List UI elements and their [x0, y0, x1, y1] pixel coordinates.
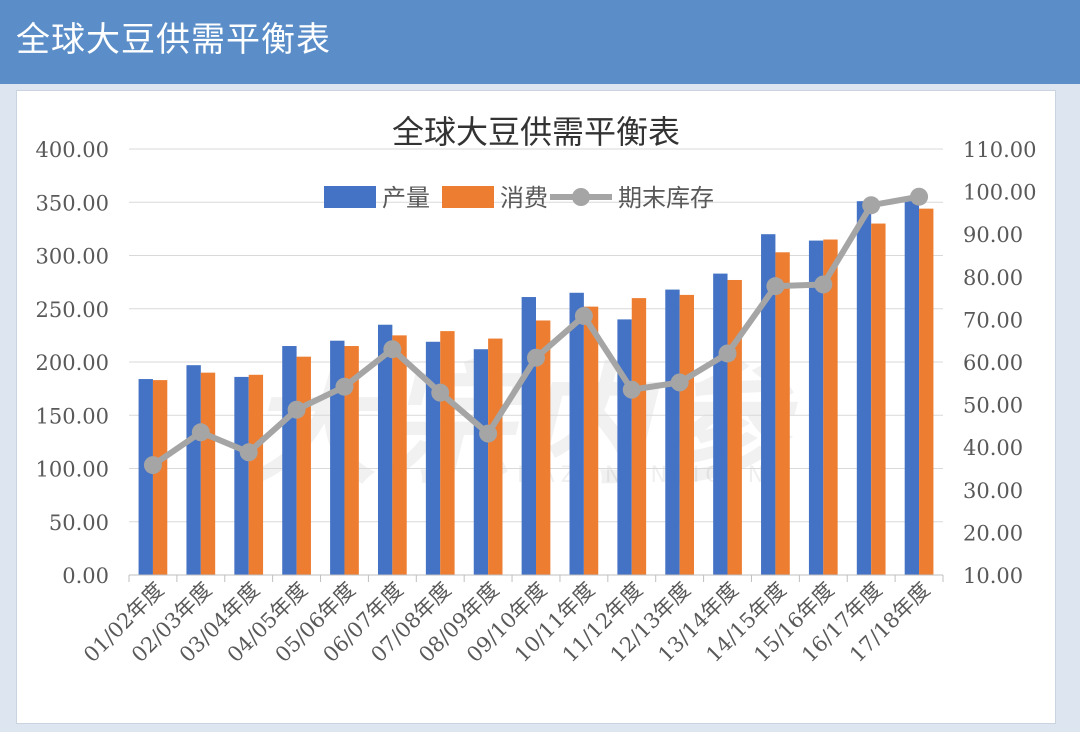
bar-production [808, 240, 824, 575]
bar-consumption [248, 374, 264, 575]
stock-point [239, 443, 258, 462]
bar-consumption [631, 298, 647, 575]
bar-consumption [200, 372, 216, 575]
bar-production [856, 201, 872, 575]
stock-point [862, 196, 881, 215]
stock-line [143, 187, 929, 475]
y2-tick-label: 110.00 [963, 138, 1036, 162]
y2-tick-label: 10.00 [963, 564, 1023, 588]
bar-consumption [296, 356, 311, 575]
bar-production [377, 324, 393, 575]
chart-title: 全球大豆供需平衡表 [392, 113, 680, 151]
y2-tick-label: 50.00 [963, 394, 1023, 418]
legend-marker-stock [572, 188, 590, 206]
stock-point [670, 373, 689, 392]
bar-consumption [727, 279, 742, 575]
bar-consumption [344, 346, 359, 575]
legend-swatch-consumption [442, 186, 494, 208]
stock-point [622, 380, 641, 399]
bar-consumption [536, 320, 551, 575]
legend-label-production: 产量 [382, 184, 430, 212]
y-tick-label: 300.00 [36, 245, 109, 269]
bar-production [186, 365, 201, 575]
stock-point [766, 277, 785, 296]
stock-point [479, 424, 498, 443]
stock-point [383, 340, 402, 359]
y-tick-label: 250.00 [36, 298, 109, 322]
stock-point [910, 187, 929, 206]
bar-production [761, 234, 776, 575]
bar-production [330, 340, 345, 575]
bar-production [521, 297, 536, 575]
bar-consumption [583, 306, 599, 575]
legend: 产量 消费 期末库存 [324, 184, 714, 212]
y2-tick-label: 80.00 [963, 266, 1023, 290]
stock-point [527, 348, 545, 367]
y-tick-label: 200.00 [36, 351, 109, 375]
y2-tick-label: 60.00 [963, 351, 1023, 375]
y-tick-label: 0.00 [62, 564, 109, 588]
bar-production [234, 376, 249, 575]
stock-point [574, 306, 593, 325]
chart: 0.00 50.00 100.00 150.00 200.00 250.00 300.00 3… [36, 113, 1037, 667]
y-tick-label: 50.00 [49, 511, 109, 535]
y-tick-label: 400.00 [36, 138, 109, 162]
bar-production [473, 349, 489, 575]
bar-consumption [871, 223, 886, 576]
y2-tick-label: 40.00 [963, 436, 1023, 460]
stock-point [143, 456, 162, 475]
y2-tick-label: 20.00 [963, 521, 1023, 545]
stock-point [335, 377, 354, 396]
y2-tick-label: 30.00 [963, 479, 1023, 503]
bar-consumption [392, 335, 407, 575]
chart-panel: 大宗内参 DAZONGNEICAN 0.0050.00100.00150.002… [16, 90, 1056, 724]
bar-consumption [823, 239, 838, 575]
bar-consumption [679, 294, 695, 575]
bar-production [569, 292, 584, 575]
bar-production [713, 273, 728, 575]
y2-tick-label: 70.00 [963, 308, 1023, 332]
bar-consumption [440, 331, 455, 575]
bar-production [425, 341, 441, 575]
bars [138, 200, 934, 576]
y2-tick-label: 100.00 [963, 181, 1036, 205]
legend-label-consumption: 消费 [500, 184, 548, 212]
bar-production [665, 289, 680, 575]
y-tick-label: 150.00 [36, 404, 109, 428]
legend-label-stock: 期末库存 [618, 184, 714, 212]
y2-tick-label: 90.00 [963, 223, 1023, 247]
page-header: 全球大豆供需平衡表 [0, 0, 1080, 84]
legend-swatch-production [324, 186, 376, 208]
bar-production [617, 319, 632, 575]
bar-consumption [919, 208, 934, 575]
bar-production [282, 346, 297, 575]
bar-production [904, 200, 920, 575]
stock-point [814, 275, 833, 294]
stock-point [718, 344, 737, 363]
stock-point [287, 400, 306, 419]
stock-point [191, 423, 210, 442]
bar-consumption [775, 252, 790, 575]
y-tick-label: 100.00 [36, 458, 109, 482]
axes [128, 574, 944, 582]
bar-production [138, 379, 153, 575]
bar-consumption [488, 338, 503, 575]
page-title: 全球大豆供需平衡表 [16, 20, 331, 60]
bar-consumption [152, 380, 168, 575]
y-tick-label: 350.00 [36, 191, 109, 215]
stock-point [431, 383, 450, 402]
